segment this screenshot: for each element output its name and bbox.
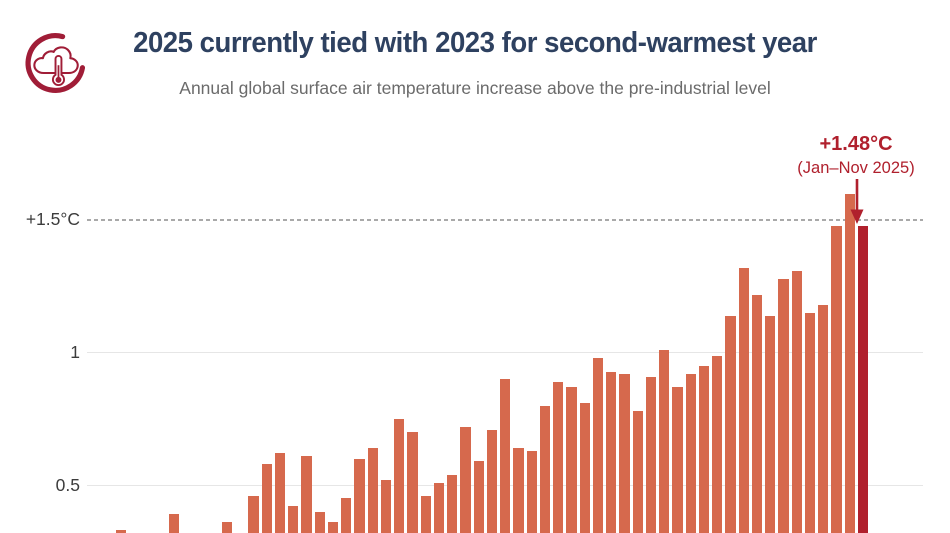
bar-2015	[725, 315, 736, 533]
bar-2021	[804, 313, 816, 533]
bar-2006	[606, 371, 617, 533]
threshold-dashed-line-1-5c	[87, 219, 923, 221]
y-axis-label-1-5c: +1.5°C	[25, 209, 80, 229]
bar-1989	[380, 479, 392, 533]
down-arrow-icon	[850, 179, 864, 224]
annotation-period: (Jan–Nov 2025)	[797, 159, 915, 177]
bar-2014	[712, 355, 723, 533]
cloud-thermometer-logo-icon	[25, 33, 86, 93]
bar-2000	[526, 450, 537, 533]
bar-2008	[632, 411, 643, 533]
cloud-shape	[33, 46, 79, 75]
bar-2023	[831, 226, 842, 533]
crescent-shape	[25, 33, 86, 93]
bar-1973	[168, 514, 180, 533]
bar-2018	[765, 315, 776, 533]
bar-1991	[407, 432, 418, 533]
bar-1992	[420, 495, 431, 533]
bar-1969	[115, 530, 127, 533]
bar-2016	[738, 268, 749, 533]
bar-1980	[261, 464, 272, 533]
bar-1997	[486, 429, 498, 533]
bar-2013	[698, 366, 710, 533]
bar-1988	[367, 448, 378, 533]
bar-1990	[394, 419, 405, 533]
bar-2024	[844, 194, 855, 533]
thermometer-bulb	[55, 76, 62, 83]
bar-2025	[857, 226, 869, 533]
y-axis-label-0-5: 0.5	[55, 475, 80, 495]
bar-1985	[327, 522, 339, 533]
bar-2003	[566, 387, 577, 533]
bar-2007	[619, 374, 630, 533]
bar-2022	[818, 305, 829, 533]
annotation-value: +1.48°C	[819, 133, 893, 155]
bar-1998	[500, 379, 511, 533]
bar-2011	[672, 387, 683, 533]
bar-2020	[791, 271, 802, 533]
bar-2009	[645, 376, 657, 533]
bar-1979	[248, 495, 259, 533]
bar-1981	[274, 453, 286, 533]
bar-2001	[539, 405, 551, 533]
bar-1977	[221, 522, 233, 533]
y-axis-label-1: 1	[70, 342, 80, 362]
bar-1987	[354, 458, 365, 533]
bar-1994	[447, 474, 458, 533]
bar-2019	[778, 278, 789, 533]
bar-2017	[751, 294, 763, 533]
bar-1986	[341, 498, 352, 533]
chart-subtitle: Annual global surface air temperature in…	[179, 78, 771, 98]
bar-2012	[685, 374, 696, 533]
bar-2004	[579, 403, 590, 533]
bar-1996	[473, 461, 484, 533]
bar-1993	[433, 482, 445, 533]
peak-annotation: +1.48°C (Jan–Nov 2025)	[771, 133, 941, 178]
bar-2005	[592, 358, 604, 533]
bar-1995	[460, 427, 471, 533]
bar-2002	[553, 382, 564, 533]
chart-title: 2025 currently tied with 2023 for second…	[133, 27, 817, 59]
gridline-1c	[87, 352, 923, 353]
bar-1999	[513, 448, 524, 533]
bar-1982	[288, 506, 299, 533]
bar-1983	[301, 456, 312, 533]
bar-1984	[314, 511, 325, 533]
thermometer-stem	[57, 65, 60, 80]
bar-2010	[659, 350, 670, 533]
